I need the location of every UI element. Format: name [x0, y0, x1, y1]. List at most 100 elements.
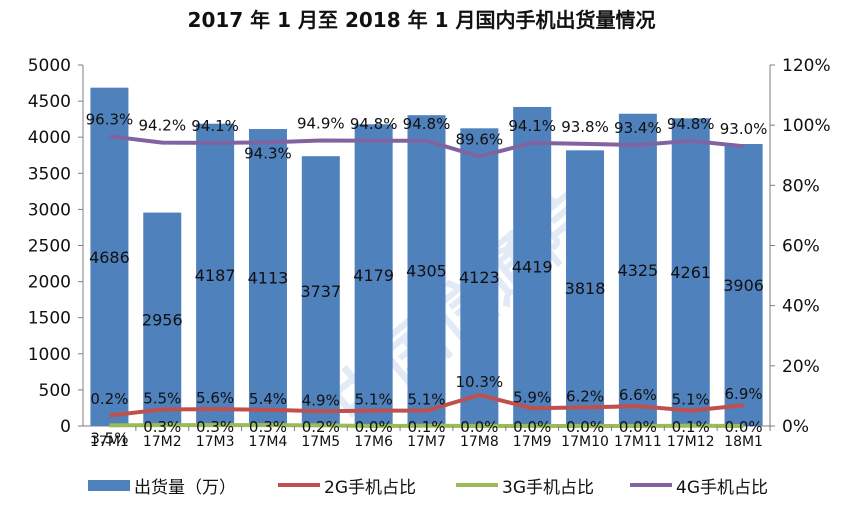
- series-3g-label: 0.1%: [672, 418, 710, 436]
- bar: [566, 150, 605, 426]
- legend-item-4g: 4G手机占比: [630, 470, 768, 500]
- bar-value-label: 4261: [670, 263, 711, 282]
- x-tick-label: 17M8: [460, 434, 499, 450]
- y-tick-label-right: 80%: [782, 176, 820, 196]
- legend: 出货量（万） 2G手机占比 3G手机占比 4G手机占比: [0, 470, 843, 500]
- series-3g-label: 0.0%: [460, 418, 498, 436]
- series-4g-label: 94.8%: [403, 115, 451, 133]
- bar: [460, 128, 499, 426]
- series-4g-label: 93.4%: [614, 119, 662, 137]
- bar: [196, 123, 235, 426]
- series-3g-label: 0.3%: [143, 418, 181, 436]
- bar-value-label: 4123: [459, 268, 500, 287]
- x-tick-label: 17M4: [249, 434, 288, 450]
- series-3g-label: 0.3%: [249, 418, 287, 436]
- y-tick-label-right: 60%: [782, 237, 820, 257]
- bar: [618, 113, 657, 427]
- bar-value-label: 4113: [248, 269, 289, 288]
- y-tick-label-left: 3500: [28, 164, 71, 184]
- series-4g-label: 94.1%: [191, 117, 239, 135]
- y-tick-label-right: 40%: [782, 297, 820, 317]
- x-tick-label: 17M6: [354, 434, 393, 450]
- series-2g-label: 6.9%: [725, 385, 763, 403]
- x-tick-label: 17M12: [667, 434, 715, 450]
- bar-value-label: 4419: [512, 257, 553, 276]
- y-tick-label-right: 100%: [782, 116, 831, 136]
- x-tick-label: 17M11: [614, 434, 662, 450]
- series-3g-label: 0.0%: [566, 418, 604, 436]
- bar-value-label: 3818: [565, 279, 606, 298]
- series-4g-label: 94.3%: [244, 144, 292, 162]
- series-2g-label: 5.1%: [407, 391, 445, 409]
- y-tick-label-left: 0: [60, 417, 71, 437]
- y-tick-label-left: 5000: [28, 56, 71, 76]
- series-3g-label: 0.0%: [513, 418, 551, 436]
- bar-value-label: 4187: [195, 266, 236, 285]
- bar: [513, 106, 552, 427]
- legend-label-4g: 4G手机占比: [676, 477, 768, 498]
- bar-value-label: 2956: [142, 310, 183, 329]
- bar: [354, 124, 393, 427]
- bar: [407, 115, 446, 426]
- series-4g-label: 94.2%: [138, 117, 186, 135]
- x-tick-label: 17M9: [513, 434, 552, 450]
- x-tick-label: 17M2: [143, 434, 182, 450]
- bar: [671, 118, 710, 426]
- series-3g-label: 0.0%: [725, 418, 763, 436]
- series-2g-label: 6.6%: [619, 386, 657, 404]
- series-2g-label: 10.3%: [456, 373, 504, 391]
- legend-swatch-3g: [456, 483, 498, 487]
- series-4g-label: 94.8%: [667, 115, 715, 133]
- series-4g-label: 93.0%: [720, 120, 768, 138]
- y-tick-label-left: 1500: [28, 309, 71, 329]
- y-tick-label-left: 1000: [28, 345, 71, 365]
- legend-label-3g: 3G手机占比: [502, 477, 594, 498]
- series-3g-label: 0.3%: [196, 418, 234, 436]
- series-4g-label: 94.9%: [297, 115, 345, 133]
- x-tick-label: 17M3: [196, 434, 235, 450]
- series-3g-label: 0.2%: [90, 390, 128, 408]
- y-tick-label-right: 120%: [782, 56, 831, 76]
- series-4g-label: 93.8%: [561, 118, 609, 136]
- legend-swatch-4g: [630, 483, 672, 487]
- y-tick-label-left: 3000: [28, 200, 71, 220]
- y-tick-label-left: 4000: [28, 128, 71, 148]
- legend-swatch-2g: [278, 483, 320, 487]
- series-2g-label: 5.9%: [513, 388, 551, 406]
- bar: [301, 156, 340, 426]
- series-4g-label: 89.6%: [456, 130, 504, 148]
- series-3g-label: 0.0%: [619, 418, 657, 436]
- y-tick-label-right: 20%: [782, 357, 820, 377]
- x-tick-label: 17M1: [90, 434, 129, 450]
- series-2g-label: 5.5%: [143, 389, 181, 407]
- y-tick-label-left: 2500: [28, 237, 71, 257]
- series-4g-label: 94.8%: [350, 115, 398, 133]
- series-2g-label: 6.2%: [566, 387, 604, 405]
- bar: [143, 212, 182, 426]
- series-3g-label: 0.0%: [355, 418, 393, 436]
- x-tick-label: 18M1: [724, 434, 763, 450]
- series-3g-label: 0.2%: [302, 418, 340, 436]
- x-tick-label: 17M5: [301, 434, 340, 450]
- bar-value-label: 4179: [353, 266, 394, 285]
- chart-title: 2017 年 1 月至 2018 年 1 月国内手机出货量情况: [187, 8, 656, 32]
- series-4g-label: 96.3%: [86, 110, 134, 128]
- bar: [90, 87, 129, 426]
- y-tick-label-left: 4500: [28, 92, 71, 112]
- legend-label-shipments: 出货量（万）: [134, 477, 236, 498]
- series-2g-label: 5.4%: [249, 390, 287, 408]
- series-2g-label: 5.6%: [196, 389, 234, 407]
- series-2g-label: 4.9%: [302, 391, 340, 409]
- series-2g-label: 5.1%: [355, 391, 393, 409]
- legend-item-2g: 2G手机占比: [278, 470, 416, 500]
- legend-item-shipments: 出货量（万）: [88, 470, 236, 500]
- legend-label-2g: 2G手机占比: [324, 477, 416, 498]
- bar-value-label: 3906: [723, 276, 764, 295]
- series-4g-label: 94.1%: [508, 117, 556, 135]
- series-3g-label: 0.1%: [407, 418, 445, 436]
- bar: [248, 129, 287, 427]
- series-2g-label: 5.1%: [672, 391, 710, 409]
- bar-value-label: 4305: [406, 262, 447, 281]
- y-tick-label-left: 2000: [28, 273, 71, 293]
- legend-item-3g: 3G手机占比: [456, 470, 594, 500]
